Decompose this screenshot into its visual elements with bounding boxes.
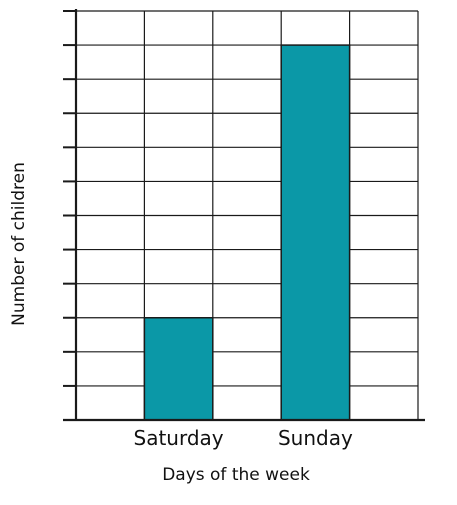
x-tick-label-sunday: Sunday — [278, 426, 353, 450]
chart-grid — [76, 10, 419, 420]
bars — [143, 44, 351, 421]
x-tick-label-saturday: Saturday — [134, 426, 224, 450]
x-axis-title: Days of the week — [162, 465, 310, 485]
bar-saturday — [143, 317, 214, 421]
chart-axes — [63, 9, 425, 422]
y-axis-title: Number of children — [9, 162, 29, 326]
y-axis-ticks — [63, 10, 76, 387]
bar-sunday — [280, 44, 351, 421]
x-axis-category-labels: Saturday Sunday — [134, 426, 353, 450]
